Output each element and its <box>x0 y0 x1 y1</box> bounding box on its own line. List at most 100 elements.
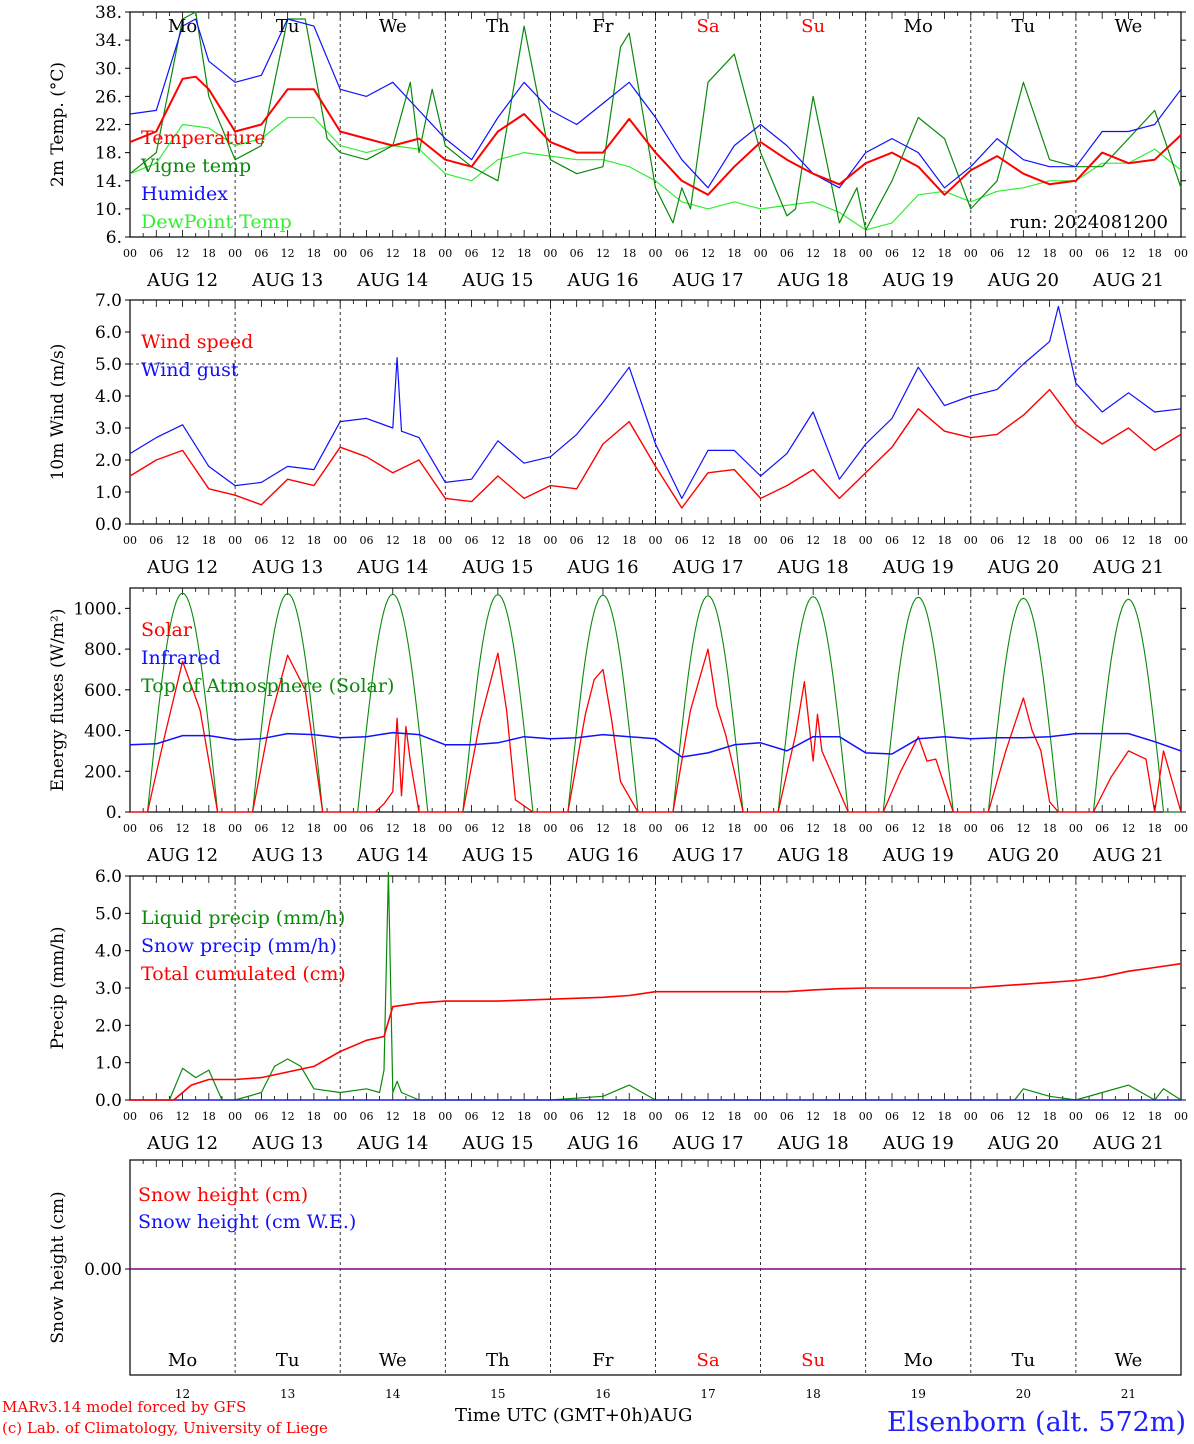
hour-tick-label: 06 <box>254 247 268 260</box>
hour-tick-label: 00 <box>754 534 768 547</box>
legend-entry: Snow height (cm) <box>138 1184 308 1206</box>
weekday-label: Mo <box>904 1350 933 1371</box>
weekday-label: Mo <box>904 16 933 37</box>
hour-tick-label: 00 <box>543 1110 557 1123</box>
hour-tick-label: 06 <box>254 534 268 547</box>
series-line-liquid-precip <box>130 871 1182 1101</box>
hour-tick-label: 12 <box>1016 1110 1030 1123</box>
legend-entry: Solar <box>141 619 193 641</box>
hour-tick-label: 18 <box>202 822 216 835</box>
hour-tick-label: 00 <box>1174 1110 1188 1123</box>
hour-tick-label: 06 <box>780 1110 794 1123</box>
weekday-label: Mo <box>168 16 197 37</box>
hour-tick-label: 18 <box>517 534 531 547</box>
y-tick-label: 0.0 <box>95 1091 122 1111</box>
legend-entry: Top of Atmosphere (Solar) <box>141 675 394 697</box>
hour-tick-label: 06 <box>359 247 373 260</box>
hour-tick-label: 06 <box>254 1110 268 1123</box>
hour-tick-label: 00 <box>754 247 768 260</box>
hour-tick-label: 06 <box>1095 247 1109 260</box>
date-label: AUG 14 <box>356 845 428 866</box>
date-label: AUG 16 <box>566 845 638 866</box>
series-line-total-cumulated <box>130 962 1182 1101</box>
weekday-label: We <box>1115 1350 1143 1371</box>
hour-tick-label: 06 <box>675 1110 689 1123</box>
hour-tick-label: 06 <box>570 534 584 547</box>
hour-tick-label: 12 <box>596 822 610 835</box>
date-label: AUG 20 <box>987 1133 1059 1154</box>
legend-entry: Infrared <box>141 647 221 669</box>
hour-tick-label: 18 <box>412 247 426 260</box>
date-label: AUG 14 <box>356 270 428 291</box>
hour-tick-label: 00 <box>543 534 557 547</box>
weekday-label: Tu <box>1012 16 1036 37</box>
hour-tick-label: 18 <box>1043 247 1057 260</box>
y-axis-label: 2m Temp. (°C) <box>48 62 68 187</box>
hour-tick-label: 00 <box>438 1110 452 1123</box>
y-tick-label: 34. <box>95 31 122 51</box>
date-label: AUG 13 <box>251 845 323 866</box>
hour-tick-label: 18 <box>517 247 531 260</box>
hour-tick-label: 06 <box>359 1110 373 1123</box>
hour-tick-label: 00 <box>964 1110 978 1123</box>
weekday-label: Th <box>486 1350 510 1371</box>
hour-tick-label: 18 <box>832 1110 846 1123</box>
hour-tick-label: 00 <box>438 822 452 835</box>
hour-tick-label: 12 <box>491 1110 505 1123</box>
hour-tick-label: 12 <box>281 822 295 835</box>
hour-tick-label: 00 <box>333 822 347 835</box>
legend-entry: Snow height (cm W.E.) <box>138 1211 356 1233</box>
day-number-label: 13 <box>280 1387 295 1401</box>
hour-tick-label: 06 <box>885 822 899 835</box>
date-label: AUG 15 <box>461 557 533 578</box>
hour-tick-label: 18 <box>307 1110 321 1123</box>
hour-tick-label: 12 <box>911 822 925 835</box>
hour-tick-label: 00 <box>859 1110 873 1123</box>
hour-tick-label: 06 <box>149 822 163 835</box>
y-tick-label: 22. <box>95 116 122 136</box>
hour-tick-label: 00 <box>859 822 873 835</box>
date-label: AUG 16 <box>566 1133 638 1154</box>
hour-tick-label: 18 <box>1148 1110 1162 1123</box>
hour-tick-label: 18 <box>832 822 846 835</box>
hour-tick-label: 12 <box>701 1110 715 1123</box>
hour-tick-label: 12 <box>806 1110 820 1123</box>
hour-tick-label: 06 <box>780 534 794 547</box>
date-label: AUG 12 <box>146 845 218 866</box>
hour-tick-label: 12 <box>596 534 610 547</box>
weekday-label: We <box>1115 16 1143 37</box>
hour-tick-label: 12 <box>176 534 190 547</box>
date-label: AUG 12 <box>146 557 218 578</box>
hour-tick-label: 06 <box>1095 1110 1109 1123</box>
weekday-label: Fr <box>592 1350 613 1371</box>
hour-tick-label: 18 <box>1148 822 1162 835</box>
hour-tick-label: 00 <box>754 822 768 835</box>
y-tick-label: 18. <box>95 144 122 164</box>
date-label: AUG 13 <box>251 270 323 291</box>
hour-tick-label: 06 <box>359 822 373 835</box>
weekday-label: Tu <box>276 1350 300 1371</box>
y-axis-label: Energy fluxes (W/m²) <box>48 609 68 792</box>
hour-tick-label: 18 <box>517 1110 531 1123</box>
hour-tick-label: 18 <box>938 1110 952 1123</box>
legend-entry: Liquid precip (mm/h) <box>141 907 345 929</box>
hour-tick-label: 12 <box>596 1110 610 1123</box>
y-tick-label: 0.00 <box>84 1260 122 1280</box>
weekday-label: We <box>379 1350 407 1371</box>
series-line-temperature <box>129 75 1182 196</box>
hour-tick-label: 06 <box>1095 534 1109 547</box>
model-credit: MARv3.14 model forced by GFS <box>2 1398 247 1416</box>
hour-tick-label: 00 <box>649 247 663 260</box>
hour-tick-label: 06 <box>570 822 584 835</box>
legend-entry: DewPoint Temp <box>141 211 292 233</box>
hour-tick-label: 12 <box>386 822 400 835</box>
day-number-label: 16 <box>595 1387 610 1401</box>
hour-tick-label: 18 <box>727 534 741 547</box>
y-tick-label: 1000. <box>73 599 122 619</box>
hour-tick-label: 12 <box>1016 822 1030 835</box>
hour-tick-label: 12 <box>386 247 400 260</box>
hour-tick-label: 12 <box>911 1110 925 1123</box>
panel-1-frame <box>129 299 1182 525</box>
series-line-wind-speed <box>129 388 1182 509</box>
